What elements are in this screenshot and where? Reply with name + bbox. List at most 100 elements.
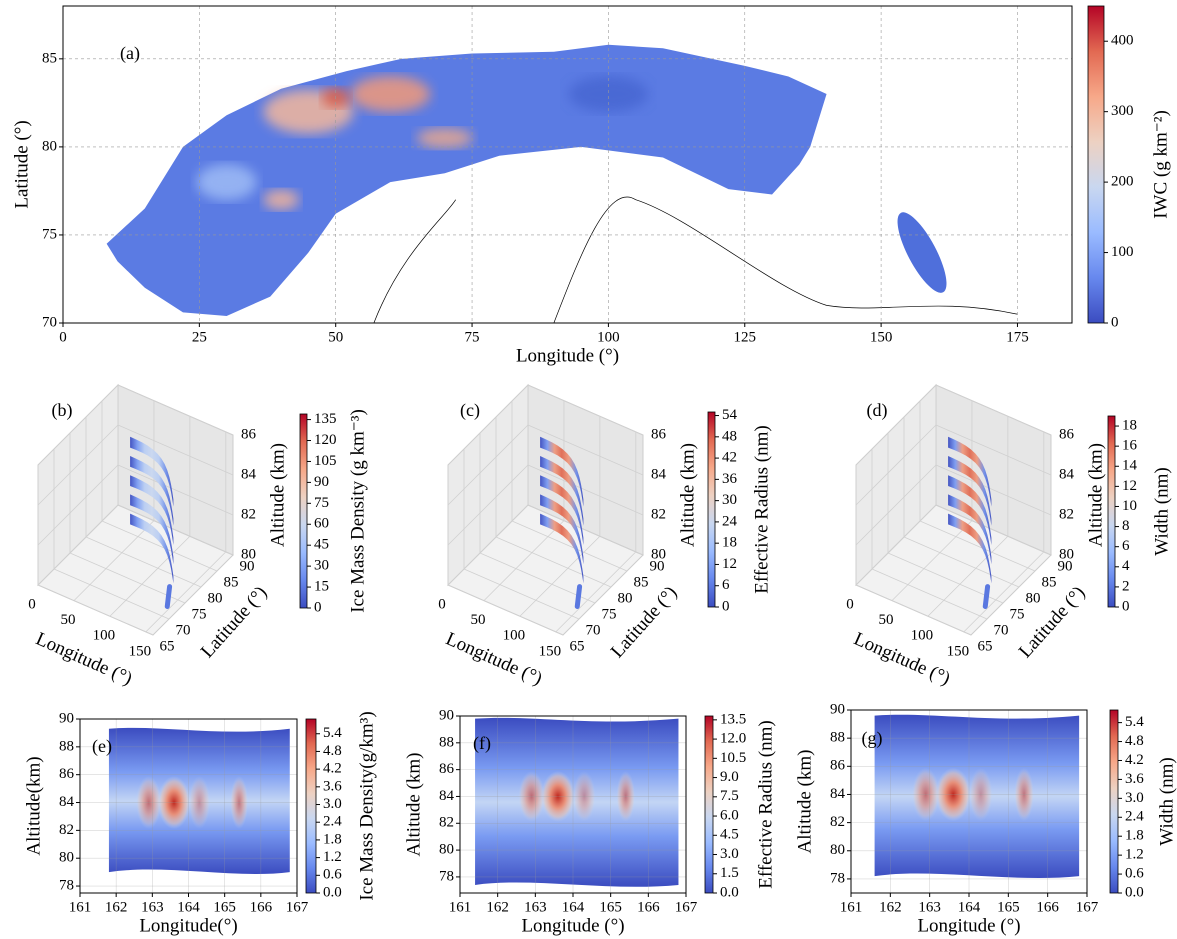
colorbar-tick-label: 75	[314, 495, 329, 511]
z-tick-label: 84	[651, 466, 667, 482]
x-axis-label: Longitude (°)	[851, 628, 954, 689]
colorbar-tick-label: 120	[314, 432, 337, 448]
z-tick-label: 84	[1059, 466, 1075, 482]
grid-line	[117, 464, 234, 516]
cloud-layer	[130, 494, 174, 565]
colorbar-tick-label: 12.0	[720, 731, 746, 747]
cloud-streak	[164, 584, 173, 609]
y-tick-label: 90	[650, 558, 665, 574]
cloud-layer	[948, 513, 992, 584]
ice-cloud-feature	[350, 76, 431, 113]
colorbar-tick-label: 0	[314, 599, 322, 615]
y-tick-label: 65	[160, 638, 175, 654]
x-tick-label: 100	[503, 628, 526, 644]
y-axis-label: Altitude (km)	[794, 750, 815, 854]
y-tick-label: 88	[439, 734, 454, 750]
y-tick-label: 82	[830, 814, 845, 830]
x-axis-label: Longitude (°)	[917, 915, 1020, 936]
grid-line	[903, 536, 1020, 588]
panel-label: (d)	[867, 400, 888, 421]
y-tick-label: 85	[1042, 574, 1057, 590]
contour-peak	[540, 770, 575, 822]
grid-line	[463, 568, 580, 620]
colorbar-tick-label: 3.0	[1125, 790, 1144, 806]
contour-peak	[1014, 767, 1034, 822]
x-tick-label: 166	[1036, 899, 1059, 915]
colorbar-tick-label: 54	[722, 407, 738, 423]
x-tick-label: 161	[69, 899, 92, 915]
colorbar-tick-label: 60	[314, 516, 329, 532]
z-tick-label: 80	[651, 546, 666, 562]
y-tick-label: 65	[978, 638, 993, 654]
z-tick-label: 86	[1059, 426, 1075, 442]
colorbar-tick-label: 9.0	[720, 769, 739, 785]
x-tick-label: 0	[28, 596, 36, 612]
colorbar-tick-label: 6	[722, 577, 730, 593]
grid-line	[527, 504, 644, 556]
colorbar-tick-label: 400	[1111, 33, 1134, 49]
colorbar-tick-label: 0.6	[323, 867, 342, 883]
cloud-layer	[948, 456, 992, 526]
y-tick-label: 90	[240, 558, 255, 574]
y-axis-label: Altitude (km)	[403, 753, 424, 857]
contour-peak	[616, 770, 636, 822]
colorbar	[1109, 709, 1119, 894]
panel-label: (c)	[460, 400, 480, 421]
y-tick-label: 88	[830, 730, 845, 746]
colorbar-label: Width (nm)	[1156, 757, 1177, 845]
colorbar-tick-label: 8	[1122, 518, 1130, 534]
grid-line	[963, 551, 1045, 633]
y-tick-label: 86	[830, 758, 846, 774]
colorbar	[1087, 5, 1105, 324]
y-tick-label: 80	[830, 842, 845, 858]
y-tick-label: 80	[208, 590, 223, 606]
x-tick-label: 100	[911, 628, 934, 644]
z-tick-label: 86	[651, 426, 667, 442]
grid-line	[117, 384, 234, 436]
grid-line	[479, 552, 596, 604]
y-tick-label: 65	[570, 638, 585, 654]
x-tick-label: 25	[192, 329, 207, 345]
x-tick-label: 125	[734, 329, 757, 345]
z-axis-label: Altitude (km)	[677, 443, 698, 547]
x-axis-label: Longitude(°)	[139, 915, 237, 936]
panel-label: (g)	[862, 728, 883, 749]
x-tick-label: 166	[637, 899, 660, 915]
y-tick-label: 85	[224, 574, 239, 590]
colorbar-label: IWC (g km⁻²)	[1150, 110, 1171, 219]
colorbar-tick-label: 3.0	[720, 846, 739, 862]
colorbar-tick-label: 6.0	[720, 807, 739, 823]
y-tick-label: 86	[439, 761, 455, 777]
x-tick-label: 161	[840, 899, 863, 915]
colorbar-tick-label: 18	[1122, 417, 1137, 433]
y-tick-label: 90	[59, 710, 74, 726]
colorbar-tick-label: 3.0	[323, 796, 342, 812]
colorbar	[704, 715, 714, 894]
plot-area	[475, 717, 679, 887]
colorbar-tick-label: 42	[722, 450, 737, 466]
z-axis-label: Altitude (km)	[267, 443, 288, 547]
contour-peak	[136, 776, 162, 829]
x-tick-label: 167	[675, 899, 698, 915]
x-tick-label: 164	[177, 899, 200, 915]
cloud-layer	[540, 436, 584, 507]
ice-cloud-feature	[196, 164, 257, 201]
colorbar-label: Ice Mass Density(g/km³)	[356, 711, 377, 900]
x-tick-label: 50	[878, 612, 893, 628]
colorbar	[305, 718, 317, 894]
coastline	[373, 196, 1018, 323]
colorbar-label: Effective Radius (nm)	[751, 425, 772, 594]
colorbar-tick-label: 4	[1122, 558, 1130, 574]
colorbar-tick-label: 200	[1111, 174, 1134, 190]
grid-line	[495, 536, 612, 588]
colorbar-tick-label: 10.5	[720, 750, 746, 766]
x-tick-label: 175	[1006, 329, 1029, 345]
x-tick-label: 150	[947, 643, 970, 659]
y-tick-label: 90	[1058, 558, 1073, 574]
grid-line	[891, 520, 973, 601]
cloud-layer	[540, 513, 584, 584]
y-tick-label: 70	[176, 622, 191, 638]
colorbar-tick-label: 100	[1111, 244, 1134, 260]
x-tick-label: 0	[438, 596, 446, 612]
